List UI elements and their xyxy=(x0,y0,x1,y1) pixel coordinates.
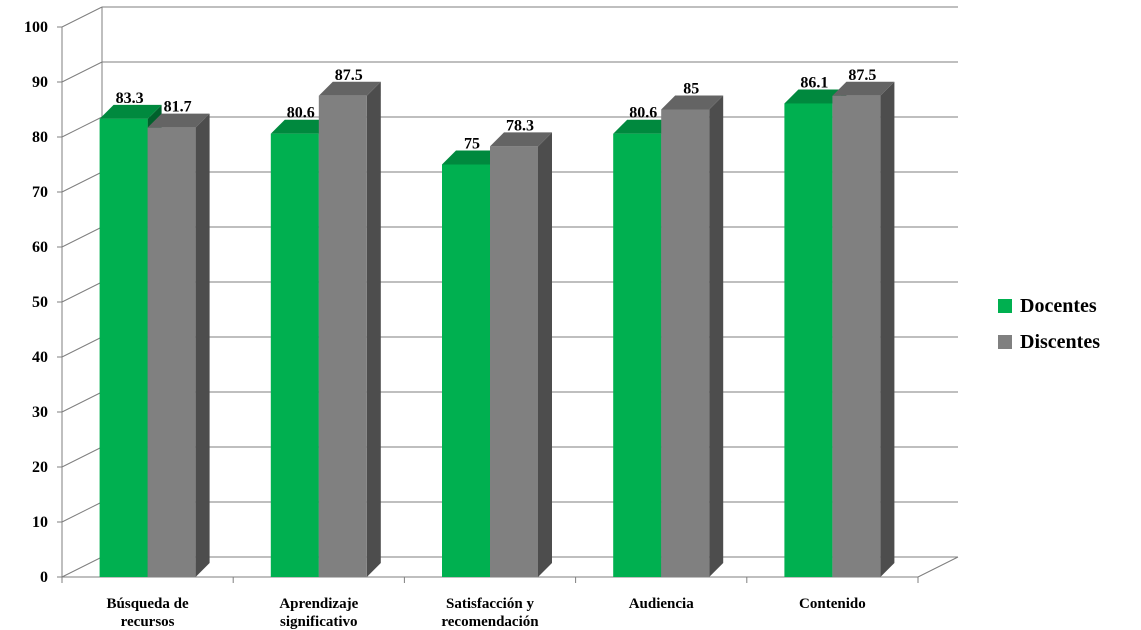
bar-side-face xyxy=(709,95,724,577)
bar-front-face xyxy=(490,146,538,577)
gridline-side xyxy=(61,336,103,358)
bar-front-face xyxy=(832,95,881,577)
bar xyxy=(832,81,895,577)
bar-top-face xyxy=(613,119,676,134)
x-tick-label: Búsqueda de xyxy=(107,596,189,612)
y-tick-label: 80 xyxy=(32,129,48,146)
bar-front-face xyxy=(270,133,319,577)
bar xyxy=(490,132,552,577)
bar-top-face xyxy=(784,89,847,104)
bar xyxy=(147,113,210,578)
y-tick-label: 10 xyxy=(32,514,48,531)
x-tick-label: recomendación xyxy=(441,614,539,630)
bar xyxy=(784,89,847,577)
data-label: 87.5 xyxy=(335,67,363,84)
bar-front-face xyxy=(661,109,710,577)
legend-label-discentes: Discentes xyxy=(1020,330,1100,353)
bar-top-face xyxy=(490,132,552,147)
y-tick-label: 90 xyxy=(32,74,48,91)
y-tick-label: 50 xyxy=(32,294,48,311)
x-tick-label: Satisfacción y xyxy=(446,596,534,612)
label-layer: 0 10 20 30 40 50 60 70 80 90 100 83.3 81.7 Búsqueda d… xyxy=(24,19,876,630)
bar-side-face xyxy=(538,132,552,577)
gridline-side xyxy=(61,116,103,138)
bar xyxy=(661,95,724,577)
bar-top-face xyxy=(99,104,162,119)
data-label: 80.6 xyxy=(287,105,315,122)
bar-layer xyxy=(99,81,895,578)
bar-side-face xyxy=(195,113,210,578)
data-label: 78.3 xyxy=(506,117,534,134)
gridline-side xyxy=(61,446,103,468)
y-tick-label: 20 xyxy=(32,459,48,476)
floor-edge xyxy=(917,556,959,578)
bar-front-face xyxy=(613,133,662,577)
bar-front-face xyxy=(99,118,148,577)
gridline-side xyxy=(61,501,103,523)
y-tick-label: 60 xyxy=(32,239,48,256)
legend-swatch-docentes xyxy=(998,299,1012,313)
bar-top-face xyxy=(832,81,895,96)
data-label: 85 xyxy=(683,81,699,98)
data-label: 86.1 xyxy=(800,74,828,91)
y-tick-label: 0 xyxy=(40,569,48,586)
x-tick-label: Audiencia xyxy=(629,596,695,612)
bar-front-face xyxy=(147,127,196,578)
bar-top-face xyxy=(442,150,504,165)
data-label: 75 xyxy=(464,136,480,153)
legend-item-discentes: Discentes xyxy=(998,324,1100,360)
legend: Docentes Discentes xyxy=(998,288,1100,360)
data-label: 80.6 xyxy=(629,105,657,122)
bar-top-face xyxy=(147,113,210,128)
data-label: 83.3 xyxy=(116,90,144,107)
y-tick-label: 100 xyxy=(24,19,48,36)
data-label: 87.5 xyxy=(848,67,876,84)
bar-top-face xyxy=(270,119,333,134)
gridline-side xyxy=(61,281,103,303)
legend-label-docentes: Docentes xyxy=(1020,294,1097,317)
legend-swatch-discentes xyxy=(998,335,1012,349)
bar xyxy=(318,81,381,577)
bar-front-face xyxy=(784,103,833,577)
gridline-side xyxy=(61,391,103,413)
bar-top-face xyxy=(318,81,381,96)
gridline-side xyxy=(61,171,103,193)
bar-side-face xyxy=(366,81,381,577)
bar-front-face xyxy=(318,95,367,577)
bar-front-face xyxy=(442,164,490,577)
x-tick-label: Aprendizaje xyxy=(279,596,358,612)
x-tick-label: recursos xyxy=(121,614,175,630)
gridline-side xyxy=(61,226,103,248)
y-tick-label: 70 xyxy=(32,184,48,201)
x-tick-label: Contenido xyxy=(799,596,866,612)
gridline-side xyxy=(61,556,103,578)
bar-top-face xyxy=(661,95,724,110)
data-label: 81.7 xyxy=(164,99,192,116)
x-tick-label: significativo xyxy=(280,614,358,630)
y-tick-label: 40 xyxy=(32,349,48,366)
bar-side-face xyxy=(880,81,895,577)
gridline-side xyxy=(61,6,103,28)
gridline-side xyxy=(61,61,103,83)
legend-item-docentes: Docentes xyxy=(998,288,1100,324)
y-tick-label: 30 xyxy=(32,404,48,421)
